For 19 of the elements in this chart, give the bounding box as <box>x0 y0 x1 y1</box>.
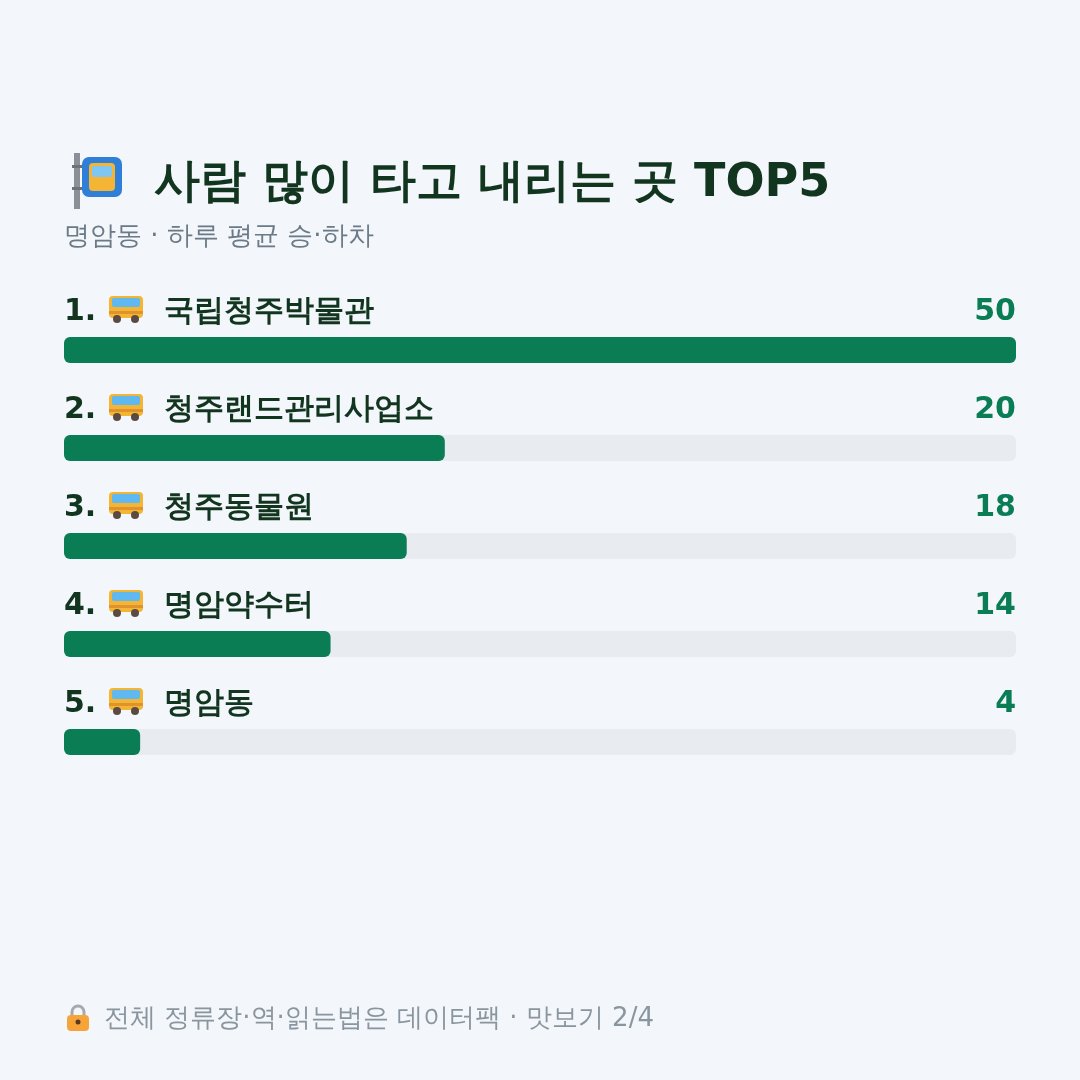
y-tick-label: 청주동물원 <box>164 488 314 523</box>
chart-subtitle: 명암동 · 하루 평균 승·하차 <box>64 219 374 252</box>
annotation: 5. <box>64 684 97 719</box>
y-tick-label: 명암동 <box>164 684 254 719</box>
annotation: 2. <box>64 390 97 425</box>
y-tick-label: 명암약수터 <box>164 586 314 621</box>
data-label: 18 <box>974 488 1016 523</box>
data-label: 4 <box>995 684 1016 719</box>
text: 전체 정류장·역·읽는법은 데이터팩 · 맛보기 2/4 <box>104 1001 654 1034</box>
annotation: 1. <box>64 292 97 327</box>
bar <box>64 729 141 755</box>
y-tick-label: 청주랜드관리사업소 <box>164 390 434 425</box>
data-label: 20 <box>974 390 1016 425</box>
data-label: 14 <box>974 586 1016 621</box>
y-tick-label: 국립청주박물관 <box>164 292 374 327</box>
annotation: 3. <box>64 488 97 523</box>
data-label: 50 <box>974 292 1016 327</box>
chart-title: 사람 많이 타고 내리는 곳 TOP5 <box>154 152 831 209</box>
annotation: 4. <box>64 586 97 621</box>
